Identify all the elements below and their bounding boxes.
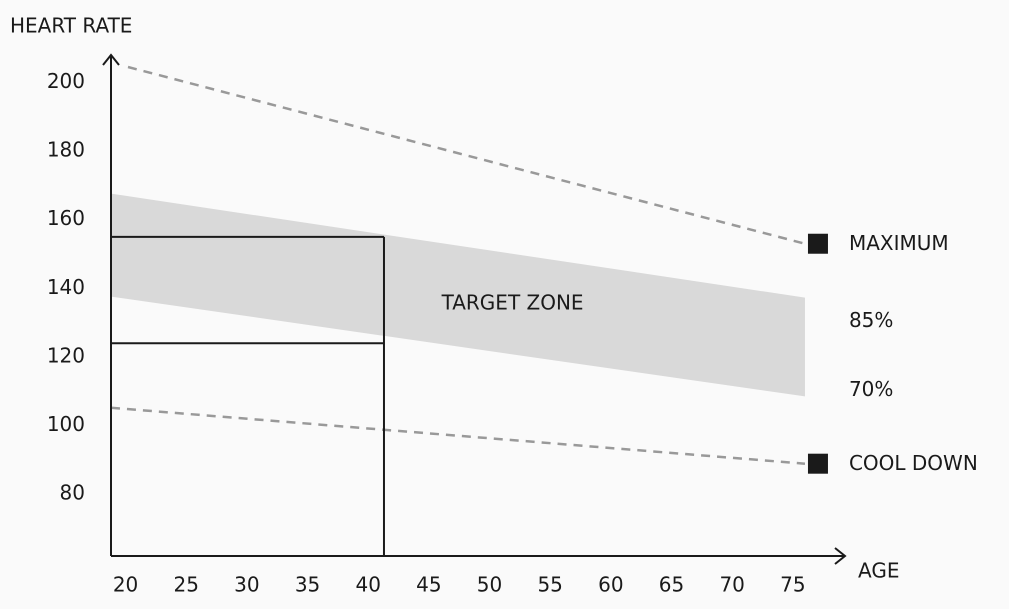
x-tick-label: 45 <box>416 573 441 597</box>
legend-marker <box>807 233 828 254</box>
x-axis-label: AGE <box>858 559 899 583</box>
band-label: TARGET ZONE <box>441 291 584 315</box>
target-zone <box>111 193 805 397</box>
x-tick-label: 50 <box>477 573 502 597</box>
y-axis-arrow <box>102 53 120 66</box>
x-axis-arrow <box>834 547 847 565</box>
legend-label: MAXIMUM <box>849 231 949 255</box>
x-tick-label: 20 <box>113 573 138 597</box>
y-tick-label: 160 <box>47 206 85 230</box>
x-tick-label: 25 <box>173 573 198 597</box>
x-tick-label: 60 <box>598 573 623 597</box>
y-tick-label: 80 <box>60 481 85 505</box>
x-tick-label: 40 <box>355 573 380 597</box>
y-tick-label: 100 <box>47 412 85 436</box>
y-tick-label: 180 <box>47 138 85 162</box>
dashed-line <box>110 406 806 465</box>
x-tick-label: 70 <box>719 573 744 597</box>
band-upper-label: 85% <box>849 308 893 332</box>
x-tick-label: 55 <box>537 573 562 597</box>
x-tick-label: 75 <box>780 573 805 597</box>
x-tick-label: 35 <box>295 573 320 597</box>
legend-marker <box>807 453 828 474</box>
legend-label: COOL DOWN <box>849 451 978 475</box>
y-tick-label: 140 <box>47 275 85 299</box>
y-axis-label: HEART RATE <box>10 14 132 38</box>
band-lower-label: 70% <box>849 377 893 401</box>
y-tick-label: 200 <box>47 69 85 93</box>
dashed-line <box>127 65 806 245</box>
x-tick-label: 65 <box>659 573 684 597</box>
x-tick-label: 30 <box>234 573 259 597</box>
y-tick-label: 120 <box>47 343 85 367</box>
